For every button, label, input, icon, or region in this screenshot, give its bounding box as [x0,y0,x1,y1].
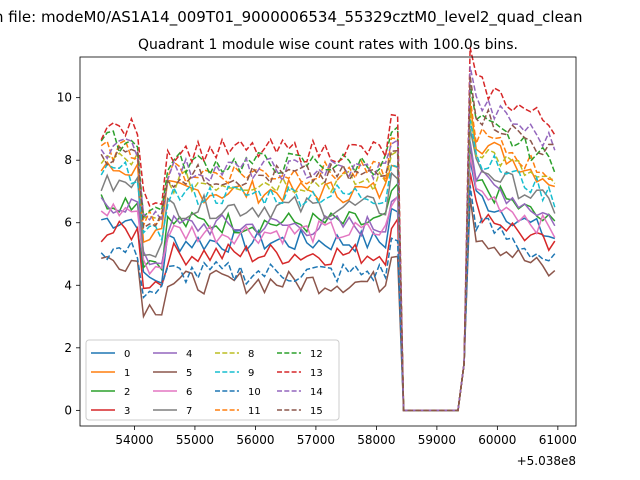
y-tick-label: 0 [64,403,72,417]
x-tick-label: 61000 [539,433,577,447]
legend-label-0: 0 [124,349,130,360]
series-line-3 [100,172,556,412]
legend-label-12: 12 [310,349,323,360]
legend-label-6: 6 [186,387,192,398]
y-tick-label: 10 [57,91,72,105]
series-line-15 [100,75,555,412]
series-line-12 [100,84,556,412]
series-line-5 [100,197,556,412]
series-line-6 [100,153,556,412]
x-axis-ticks: 54000 55000 56000 57000 58000 59000 60000 61000 [115,426,577,447]
series-line-13 [100,47,556,412]
x-axis-offset-label: +5.038e8 [517,454,576,468]
series-line-14 [100,66,556,412]
x-tick-label: 55000 [176,433,214,447]
x-tick-label: 60000 [478,433,516,447]
legend-label-10: 10 [248,387,261,398]
legend-label-9: 9 [248,368,254,379]
y-tick-label: 6 [64,216,72,230]
legend-label-7: 7 [186,406,192,417]
series-line-8 [100,110,556,412]
y-tick-label: 4 [64,278,72,292]
x-tick-label: 59000 [418,433,456,447]
legend-label-11: 11 [248,406,261,417]
legend-label-8: 8 [248,349,254,360]
x-tick-label: 58000 [357,433,395,447]
legend-label-4: 4 [186,349,192,360]
y-tick-label: 8 [64,153,72,167]
chart-title: Quadrant 1 module wise count rates with … [138,37,518,53]
legend-label-13: 13 [310,368,323,379]
legend-label-2: 2 [124,387,130,398]
x-tick-label: 57000 [297,433,335,447]
series-line-9 [100,119,556,412]
plot-frame [79,56,577,427]
legend-box [85,339,340,421]
series-line-0 [101,160,556,412]
x-tick-label: 56000 [236,433,274,447]
legend-label-1: 1 [124,368,130,379]
legend-label-5: 5 [186,368,192,379]
legend-label-14: 14 [310,387,323,398]
legend-label-3: 3 [124,406,130,417]
series-line-10 [100,185,556,412]
y-tick-label: 2 [64,341,72,355]
series-line-7 [100,128,556,412]
legend-label-15: 15 [310,406,323,417]
y-axis-ticks: 0 2 4 6 8 10 [57,91,80,417]
x-tick-label: 54000 [115,433,153,447]
figure-suptitle: n file: modeM0/AS1A14_009T01_9000006534_… [0,8,583,27]
